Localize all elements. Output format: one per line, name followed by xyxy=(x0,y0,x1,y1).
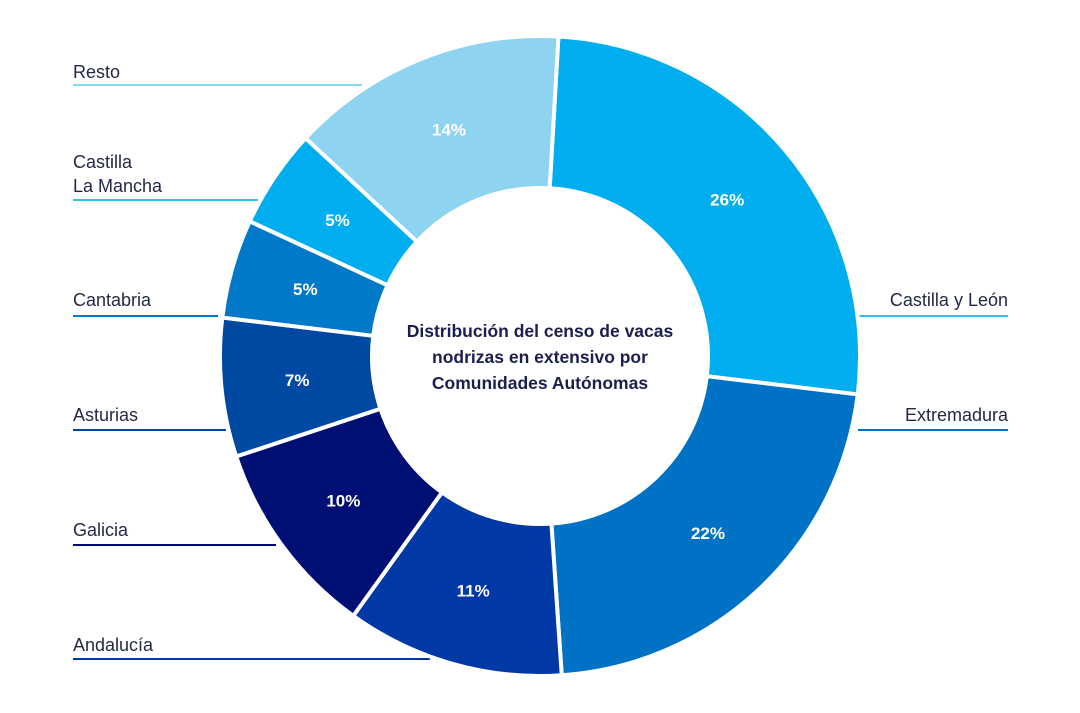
slice-extremadura xyxy=(549,373,860,678)
slice-value-label-asturias: 7% xyxy=(285,371,310,390)
category-label-castilla-la-mancha-line-2: La Mancha xyxy=(73,176,163,196)
slice-value-label-castilla-y-leon: 26% xyxy=(710,190,744,209)
chart-title: Distribución del censo de vacas nodrizas… xyxy=(390,318,690,396)
chart-title-line-1: Distribución del censo de vacas xyxy=(406,321,674,341)
slice-value-label-galicia: 10% xyxy=(326,491,360,510)
category-label-resto: Resto xyxy=(73,62,120,82)
slice-value-label-resto: 14% xyxy=(432,121,466,140)
slice-resto xyxy=(302,34,561,245)
category-label-cantabria: Cantabria xyxy=(73,290,152,310)
slice-value-label-castilla-la-mancha: 5% xyxy=(325,211,350,230)
slice-value-label-andalucia: 11% xyxy=(457,582,490,601)
chart-title-line-3: Comunidades Autónomas xyxy=(431,373,649,393)
category-label-castilla-y-leon: Castilla y León xyxy=(890,290,1008,310)
category-label-extremadura: Extremadura xyxy=(905,405,1009,425)
slice-castilla-y-leon xyxy=(547,34,862,397)
slice-value-label-cantabria: 5% xyxy=(293,280,318,299)
category-label-andalucia: Andalucía xyxy=(73,635,154,655)
category-label-galicia: Galicia xyxy=(73,520,129,540)
category-label-asturias: Asturias xyxy=(73,405,138,425)
slice-value-label-extremadura: 22% xyxy=(691,524,725,543)
chart-title-line-2: nodrizas en extensivo por xyxy=(432,347,648,367)
category-label-castilla-la-mancha-line-1: Castilla xyxy=(73,152,133,172)
